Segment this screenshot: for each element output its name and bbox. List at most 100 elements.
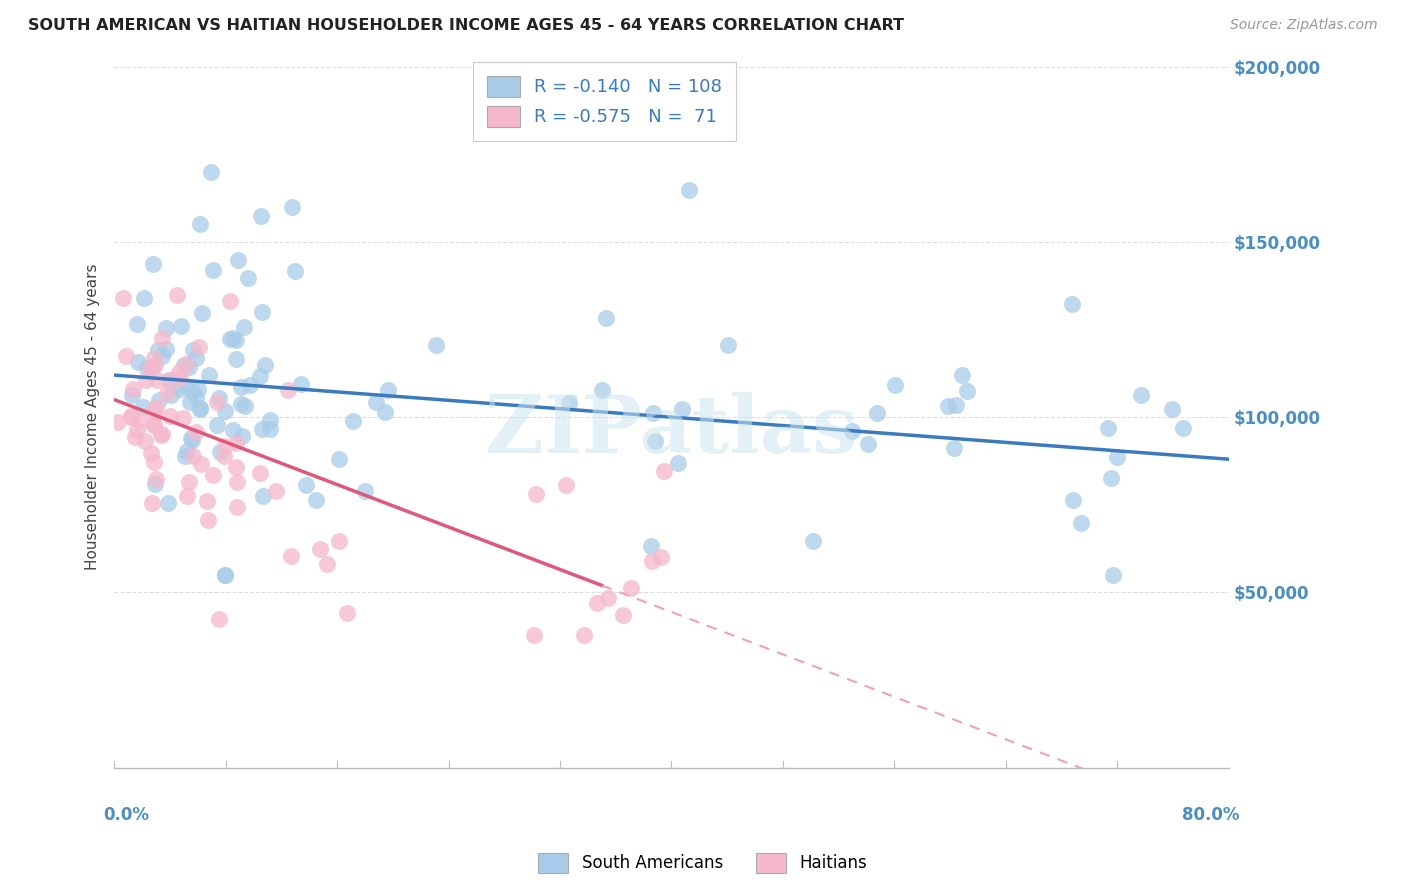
- Point: [259, 422, 281, 436]
- Point: [1161, 402, 1184, 417]
- Point: [195, 493, 218, 508]
- Point: [249, 368, 271, 383]
- Point: [174, 449, 197, 463]
- Point: [124, 430, 146, 444]
- Point: [226, 475, 249, 489]
- Point: [208, 445, 231, 459]
- Point: [139, 361, 162, 376]
- Point: [226, 253, 249, 268]
- Point: [342, 414, 364, 428]
- Point: [187, 340, 209, 354]
- Point: [207, 394, 229, 409]
- Point: [205, 418, 228, 433]
- Point: [139, 446, 162, 460]
- Point: [374, 405, 396, 419]
- Point: [190, 457, 212, 471]
- Point: [142, 258, 165, 272]
- Point: [150, 349, 173, 363]
- Point: [156, 385, 179, 400]
- Point: [328, 534, 350, 549]
- Point: [191, 305, 214, 319]
- Point: [208, 391, 231, 405]
- Point: [197, 368, 219, 382]
- Point: [425, 338, 447, 352]
- Point: [176, 379, 198, 393]
- Point: [145, 400, 167, 414]
- Point: [114, 349, 136, 363]
- Point: [121, 409, 143, 424]
- Point: [149, 428, 172, 442]
- Point: [184, 390, 207, 404]
- Point: [148, 392, 170, 407]
- Point: [231, 380, 253, 394]
- Point: [225, 460, 247, 475]
- Point: [644, 434, 666, 448]
- Point: [641, 554, 664, 568]
- Point: [187, 382, 209, 396]
- Point: [595, 311, 617, 326]
- Point: [167, 382, 190, 396]
- Point: [856, 437, 879, 451]
- Point: [652, 464, 675, 478]
- Point: [183, 343, 205, 357]
- Point: [143, 455, 166, 469]
- Point: [159, 409, 181, 424]
- Point: [377, 384, 399, 398]
- Point: [142, 417, 165, 432]
- Point: [107, 415, 129, 429]
- Point: [305, 492, 328, 507]
- Point: [295, 478, 318, 492]
- Point: [717, 338, 740, 352]
- Text: Source: ZipAtlas.com: Source: ZipAtlas.com: [1230, 18, 1378, 32]
- Point: [650, 550, 672, 565]
- Point: [1105, 450, 1128, 464]
- Point: [249, 466, 271, 480]
- Point: [1062, 493, 1084, 508]
- Point: [176, 357, 198, 371]
- Point: [678, 183, 700, 197]
- Point: [152, 331, 174, 345]
- Point: [120, 409, 142, 424]
- Point: [225, 352, 247, 367]
- Point: [231, 429, 253, 443]
- Legend: R = -0.140   N = 108, R = -0.575   N =  71: R = -0.140 N = 108, R = -0.575 N = 71: [472, 62, 737, 141]
- Point: [143, 404, 166, 418]
- Point: [169, 371, 191, 385]
- Point: [112, 291, 135, 305]
- Point: [159, 387, 181, 401]
- Point: [184, 351, 207, 365]
- Point: [156, 495, 179, 509]
- Point: [155, 342, 177, 356]
- Point: [252, 305, 274, 319]
- Point: [226, 500, 249, 514]
- Point: [145, 477, 167, 491]
- Point: [283, 264, 305, 278]
- Point: [264, 483, 287, 498]
- Point: [640, 539, 662, 553]
- Point: [188, 401, 211, 415]
- Point: [254, 358, 277, 372]
- Point: [170, 318, 193, 333]
- Point: [233, 399, 256, 413]
- Point: [1129, 388, 1152, 402]
- Point: [214, 568, 236, 582]
- Point: [281, 200, 304, 214]
- Point: [202, 468, 225, 483]
- Point: [290, 376, 312, 391]
- Point: [841, 424, 863, 438]
- Text: 80.0%: 80.0%: [1182, 806, 1240, 824]
- Point: [129, 414, 152, 428]
- Point: [155, 320, 177, 334]
- Point: [181, 450, 204, 464]
- Point: [225, 333, 247, 347]
- Point: [218, 332, 240, 346]
- Point: [1099, 470, 1122, 484]
- Point: [671, 402, 693, 417]
- Point: [523, 628, 546, 642]
- Point: [233, 319, 256, 334]
- Point: [197, 513, 219, 527]
- Point: [555, 478, 578, 492]
- Point: [309, 542, 332, 557]
- Point: [176, 490, 198, 504]
- Point: [132, 401, 155, 415]
